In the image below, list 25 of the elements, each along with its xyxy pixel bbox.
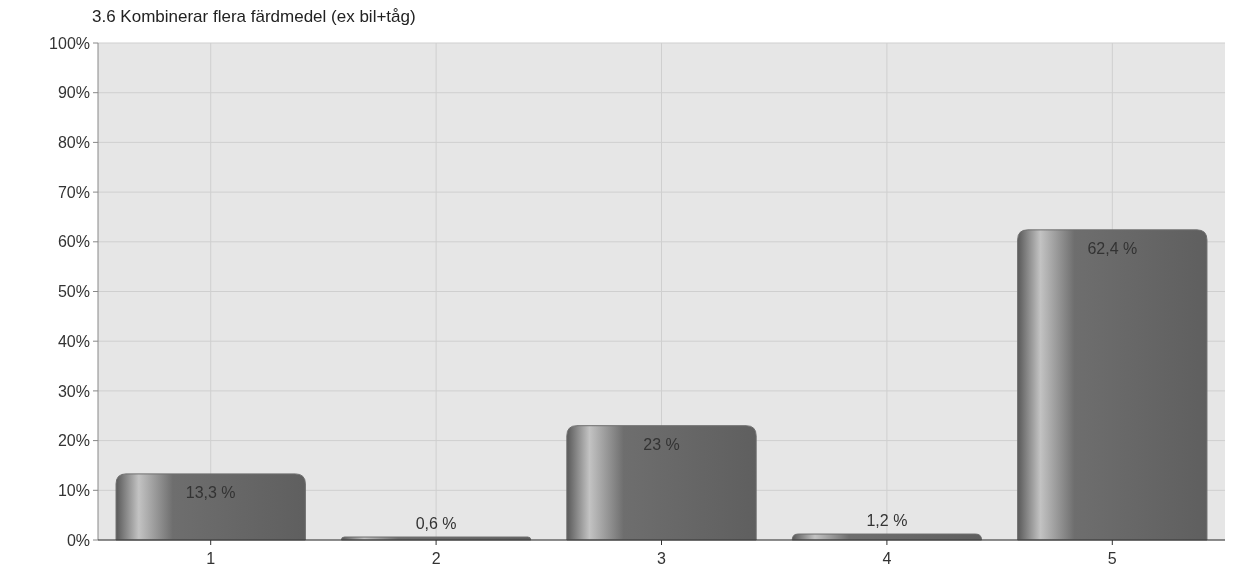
x-tick-label: 4 <box>882 550 892 567</box>
x-tick-label: 1 <box>206 550 216 567</box>
bar <box>1017 229 1208 541</box>
data-label: 0,6 % <box>415 515 457 533</box>
y-tick-label: 10% <box>57 481 90 499</box>
y-tick-label: 100% <box>49 34 90 52</box>
data-label: 1,2 % <box>866 512 908 530</box>
y-tick-label: 40% <box>57 332 90 350</box>
y-tick-label: 0% <box>66 531 90 549</box>
data-label: 23 % <box>643 435 680 453</box>
y-tick-label: 20% <box>57 432 90 450</box>
y-tick-label: 90% <box>57 84 90 102</box>
y-tick-label: 50% <box>57 283 90 301</box>
bar <box>566 425 757 541</box>
y-tick-label: 30% <box>57 382 90 400</box>
y-tick-label: 80% <box>57 134 90 151</box>
x-tick-label: 5 <box>1107 550 1117 567</box>
data-label: 62,4 % <box>1087 239 1138 257</box>
x-tick-label: 3 <box>657 550 667 567</box>
x-tick-label: 2 <box>431 550 441 567</box>
chart-title: 3.6 Kombinerar flera färdmedel (ex bil+tåg) <box>92 7 416 26</box>
y-tick-label: 60% <box>57 233 90 251</box>
data-label: 13,3 % <box>185 483 236 501</box>
bar <box>115 473 306 541</box>
y-tick-label: 70% <box>57 183 90 201</box>
